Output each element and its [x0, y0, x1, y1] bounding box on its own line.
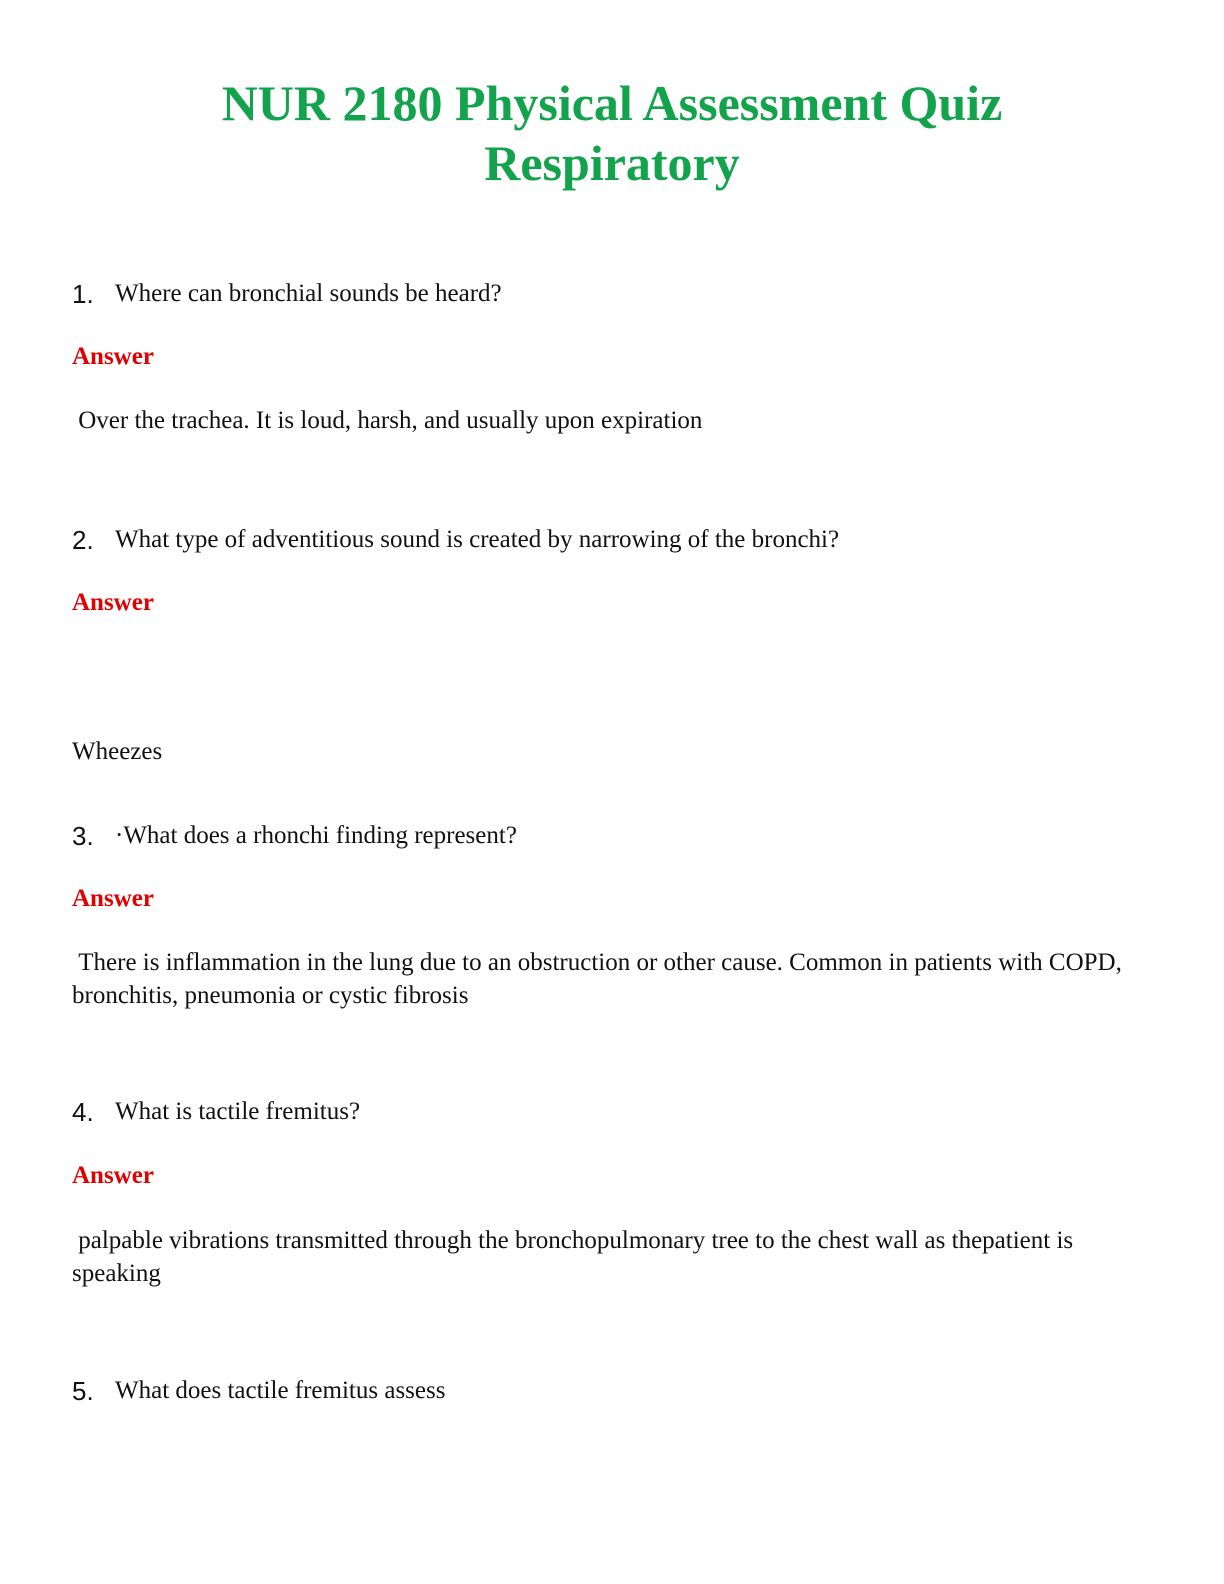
- question: Where can bronchial sounds be heard?: [115, 280, 502, 307]
- q-number: 1.: [72, 279, 94, 309]
- answer-label: Answer: [72, 343, 154, 370]
- answer: Wheezes: [72, 738, 163, 765]
- question: ·What does a rhonchi finding represent?: [115, 822, 517, 849]
- question: What is tactile fremitus?: [115, 1098, 361, 1125]
- question: What type of adventitious sound is creat…: [115, 526, 840, 553]
- title: NUR 2180 Physical Assessment Quiz: [221, 75, 1003, 131]
- q-number: 5.: [72, 1376, 94, 1406]
- q-number: 3.: [72, 821, 94, 851]
- answer-label: Answer: [72, 885, 154, 912]
- question: What does tactile fremitus assess: [115, 1377, 446, 1404]
- q-number: 4.: [72, 1097, 94, 1127]
- answer-label: Answer: [72, 589, 154, 616]
- answer-label: Answer: [72, 1162, 154, 1189]
- answer: There is inflammation in the lung due to…: [72, 949, 1129, 1009]
- answer: Over the trachea. It is loud, harsh, and…: [72, 407, 703, 434]
- title: Respiratory: [484, 135, 740, 191]
- answer: palpable vibrations transmitted through …: [72, 1227, 1080, 1287]
- q-number: 2.: [72, 525, 94, 555]
